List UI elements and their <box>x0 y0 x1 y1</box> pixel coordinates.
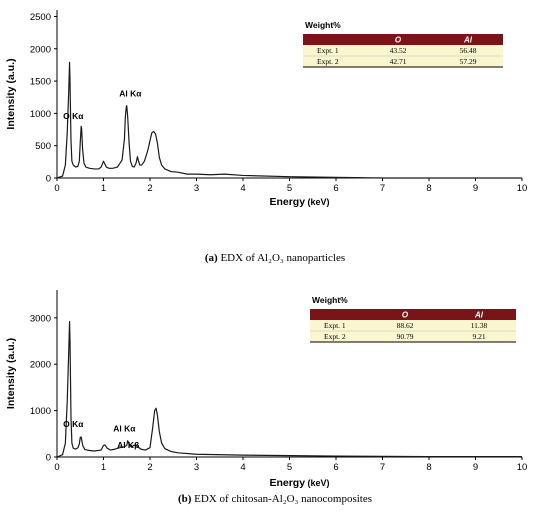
y-tick-label: 1500 <box>30 77 51 88</box>
weight-table-column-header: O <box>395 36 402 45</box>
caption-a-text: EDX of Al₂O₃ nanoparticles <box>218 252 345 264</box>
x-tick-label: 5 <box>287 183 292 194</box>
weight-table-cell: 56.48 <box>460 46 477 55</box>
peak-label: O Kα <box>63 111 84 121</box>
weight-table-column-header: O <box>402 311 409 320</box>
weight-table-cell: 9.21 <box>472 332 485 341</box>
weight-table-header <box>303 34 503 45</box>
y-axis-title: Intensity (a.u.) <box>5 58 17 129</box>
x-tick-label: 8 <box>426 462 431 473</box>
y-tick-label: 3000 <box>30 313 51 324</box>
weight-table-row-label: Expt. 1 <box>317 46 339 55</box>
x-tick-label: 3 <box>194 462 199 473</box>
x-tick-label: 1 <box>101 462 106 473</box>
weight-table-cell: 43.52 <box>390 46 407 55</box>
caption-b-letter: (b) <box>178 493 192 505</box>
weight-table-column-header: Al <box>463 36 473 45</box>
x-tick-label: 10 <box>517 462 528 473</box>
y-tick-label: 2000 <box>30 44 51 55</box>
x-tick-label: 4 <box>240 183 245 194</box>
peak-label: Al Kα <box>113 424 136 434</box>
spectrum-line <box>56 320 522 458</box>
x-tick-label: 3 <box>194 183 199 194</box>
caption-a-letter: (a) <box>205 252 218 264</box>
peak-label: Al Kβ <box>117 440 139 450</box>
y-tick-label: 2500 <box>30 12 51 23</box>
x-axis-label: Energy <box>269 477 305 489</box>
peak-label: Al Kα <box>119 88 142 98</box>
x-tick-label: 10 <box>517 183 528 194</box>
chart-panel-a: 0 1 2 3 4 5 6 7 8 9 10 0 500 1000 1500 2000 2500 Energy (… <box>5 10 527 208</box>
x-axis-title: Energy (keV) <box>269 477 329 489</box>
weight-table-title: Weight% <box>305 20 341 30</box>
x-tick-label: 2 <box>147 183 152 194</box>
weight-table-cell: 57.29 <box>460 57 477 66</box>
y-tick-label: 500 <box>35 141 51 152</box>
weight-table-row-label: Expt. 1 <box>324 321 346 330</box>
weight-table-title: Weight% <box>312 295 348 305</box>
weight-table-cell: 90.79 <box>397 332 414 341</box>
x-tick-label: 9 <box>473 462 478 473</box>
x-tick-label: 8 <box>426 183 431 194</box>
weight-table-cell: 42.71 <box>390 57 407 66</box>
weight-table-row-label: Expt. 2 <box>324 332 346 341</box>
weight-table-header <box>310 309 516 320</box>
x-tick-label: 0 <box>54 462 59 473</box>
x-axis-label: Energy <box>269 196 305 208</box>
weight-table-cell: 11.38 <box>471 321 488 330</box>
x-tick-label: 4 <box>240 462 245 473</box>
x-axis-title: Energy (keV) <box>269 196 329 208</box>
weight-table-row <box>303 56 503 67</box>
spectrum-line <box>56 61 522 179</box>
x-tick-label: 1 <box>101 183 106 194</box>
y-tick-label: 1000 <box>30 406 51 417</box>
x-axis-unit: (keV) <box>305 478 330 488</box>
x-tick-label: 5 <box>287 462 292 473</box>
y-axis-title: Intensity (a.u.) <box>5 338 17 409</box>
caption-b-text: EDX of chitosan-Al₂O₃ nanocomposites <box>191 493 372 505</box>
x-tick-label: 6 <box>333 462 338 473</box>
weight-table-cell: 88.62 <box>397 321 414 330</box>
weight-table-row-label: Expt. 2 <box>317 57 339 66</box>
x-axis-unit: (keV) <box>305 197 330 207</box>
caption-a: (a) EDX of Al₂O₃ nanoparticles <box>205 252 345 264</box>
y-tick-label: 2000 <box>30 360 51 371</box>
y-tick-label: 0 <box>46 453 51 464</box>
x-tick-label: 7 <box>380 183 385 194</box>
caption-b: (b) EDX of chitosan-Al₂O₃ nanocomposites <box>178 493 372 505</box>
x-tick-label: 7 <box>380 462 385 473</box>
weight-table-row <box>310 320 516 331</box>
weight-table: Weight% O Al Expt. 1 43.52 56.48 Expt. 2 42.71 5… <box>303 20 503 68</box>
x-tick-label: 9 <box>473 183 478 194</box>
y-tick-label: 0 <box>46 174 51 185</box>
weight-table-column-header: Al <box>474 311 484 320</box>
x-tick-label: 2 <box>147 462 152 473</box>
y-tick-label: 1000 <box>30 109 51 120</box>
x-tick-label: 6 <box>333 183 338 194</box>
x-tick-label: 0 <box>54 183 59 194</box>
weight-table-row <box>310 331 516 342</box>
chart-panel-b: 0 1 2 3 4 5 6 7 8 9 10 0 1000 2000 3000 Energy (keV) Int… <box>5 290 527 489</box>
weight-table-row <box>303 45 503 56</box>
peak-label: O Kα <box>63 419 84 429</box>
weight-table: Weight% O Al Expt. 1 88.62 11.38 Expt. 2 90.79 9… <box>310 295 516 343</box>
